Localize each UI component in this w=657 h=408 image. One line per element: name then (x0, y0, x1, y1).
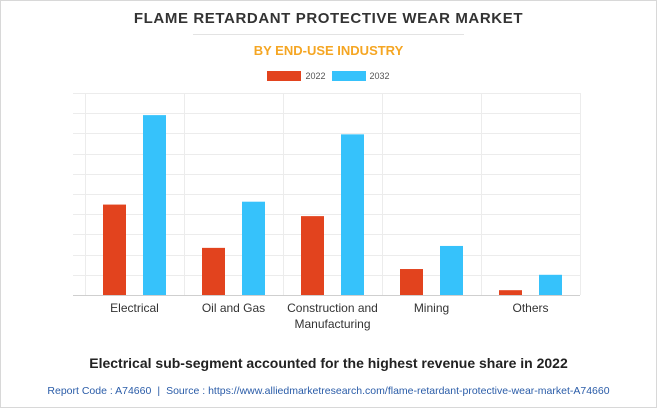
legend-item-2032[interactable]: 2032 (331, 71, 390, 81)
bar-2022-4[interactable] (499, 290, 522, 295)
bar-2022-3[interactable] (400, 269, 423, 295)
bar-2032-0[interactable] (143, 115, 166, 295)
legend-swatch-2022 (267, 71, 302, 81)
chart-subtitle: BY END-USE INDUSTRY (253, 43, 404, 58)
legend-swatch-2032 (331, 71, 366, 81)
bar-2022-1[interactable] (202, 247, 225, 295)
bar-2032-3[interactable] (440, 245, 463, 295)
bar-2032-4[interactable] (539, 274, 562, 295)
x-tick-label: Others (512, 301, 548, 315)
x-tick-label: Manufacturing (294, 317, 370, 331)
legend-label-2022: 2022 (305, 71, 326, 81)
legend-item-2022[interactable]: 2022 (267, 71, 326, 81)
x-tick-label: Construction and (287, 301, 378, 315)
report-code: Report Code : A74660 (47, 385, 152, 397)
footer-separator: | (157, 385, 161, 397)
bar-layer (103, 115, 562, 295)
label-layer: Electrical Oil and Gas Construction and Man… (110, 301, 548, 331)
bar-2032-1[interactable] (242, 201, 265, 295)
x-tick-label: Electrical (110, 301, 159, 315)
chart-caption: Electrical sub-segment accounted for the… (89, 355, 568, 371)
bar-2022-2[interactable] (301, 216, 324, 295)
bar-2022-0[interactable] (103, 204, 126, 295)
bar-2032-2[interactable] (341, 134, 364, 295)
x-tick-label: Oil and Gas (202, 301, 265, 315)
x-tick-label: Mining (414, 301, 449, 315)
title-divider (193, 34, 464, 35)
chart-title: FLAME RETARDANT PROTECTIVE WEAR MARKET (133, 10, 524, 27)
chart-legend: 2022 2032 (0, 71, 657, 81)
source-link[interactable]: Source : https://www.alliedmarketresearc… (166, 385, 610, 397)
report-footer: Report Code : A74660 | Source : https://ww… (0, 385, 657, 397)
legend-label-2032: 2032 (369, 71, 390, 81)
